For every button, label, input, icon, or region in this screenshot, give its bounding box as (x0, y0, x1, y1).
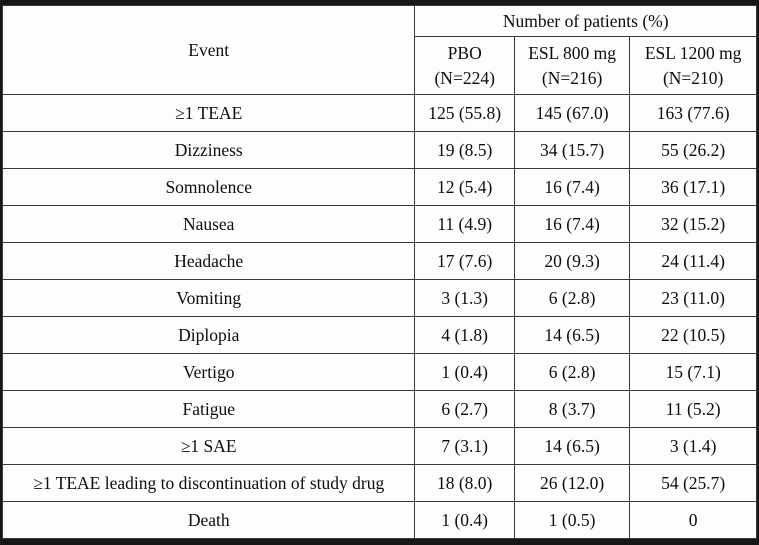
arm-n: (N=210) (662, 67, 724, 88)
event-column-header: Event (1, 5, 416, 95)
table-row: Vomiting 3 (1.3) 6 (2.8) 23 (11.0) (1, 279, 757, 317)
value-cell-esl1200: 3 (1.4) (629, 427, 757, 465)
table-row: Somnolence 12 (5.4) 16 (7.4) 36 (17.1) (1, 168, 757, 206)
value-cell-pbo: 19 (8.5) (414, 131, 515, 169)
arm-name: ESL 1200 mg (644, 42, 742, 63)
value-cell-esl800: 16 (7.4) (513, 205, 631, 243)
value-cell-esl1200: 23 (11.0) (629, 279, 757, 317)
table-row: Diplopia 4 (1.8) 14 (6.5) 22 (10.5) (1, 316, 757, 354)
event-cell: Nausea (1, 205, 416, 243)
event-cell: Death (1, 501, 416, 539)
value-cell-esl1200: 15 (7.1) (629, 353, 757, 391)
value-cell-esl1200: 32 (15.2) (629, 205, 757, 243)
value-cell-esl800: 1 (0.5) (513, 501, 631, 539)
table-row: Dizziness 19 (8.5) 34 (15.7) 55 (26.2) (1, 131, 757, 169)
arm-n: (N=224) (434, 67, 495, 88)
value-cell-pbo: 1 (0.4) (414, 353, 515, 391)
event-cell: Somnolence (1, 168, 416, 206)
value-cell-esl1200: 163 (77.6) (629, 94, 757, 132)
table-row: Headache 17 (7.6) 20 (9.3) 24 (11.4) (1, 242, 757, 280)
value-cell-pbo: 125 (55.8) (414, 94, 515, 132)
value-cell-esl800: 14 (6.5) (513, 427, 631, 465)
value-cell-esl800: 145 (67.0) (513, 94, 631, 132)
column-header-esl1200: ESL 1200 mg (N=210) (629, 36, 757, 95)
event-cell: Dizziness (1, 131, 416, 169)
value-cell-esl800: 26 (12.0) (513, 464, 631, 502)
column-header-pbo: PBO (N=224) (414, 36, 515, 95)
value-cell-pbo: 12 (5.4) (414, 168, 515, 206)
value-cell-esl1200: 36 (17.1) (629, 168, 757, 206)
value-cell-esl1200: 54 (25.7) (629, 464, 757, 502)
value-cell-esl1200: 11 (5.2) (629, 390, 757, 428)
value-cell-esl1200: 55 (26.2) (629, 131, 757, 169)
value-cell-pbo: 6 (2.7) (414, 390, 515, 428)
value-cell-pbo: 17 (7.6) (414, 242, 515, 280)
arm-name: PBO (447, 42, 482, 63)
value-cell-esl800: 8 (3.7) (513, 390, 631, 428)
header-row-group: Event Number of patients (%) (1, 5, 757, 95)
value-cell-esl1200: 24 (11.4) (629, 242, 757, 280)
column-header-esl800: ESL 800 mg (N=216) (513, 36, 631, 95)
value-cell-esl1200: 0 (629, 501, 757, 539)
header-row-arms: PBO (N=224) ESL 800 mg (N=216) ESL 1200 … (3, 36, 757, 95)
event-cell: ≥1 SAE (1, 427, 416, 465)
value-cell-pbo: 4 (1.8) (414, 316, 515, 354)
value-cell-pbo: 3 (1.3) (414, 279, 515, 317)
table-row: ≥1 TEAE 125 (55.8) 145 (67.0) 163 (77.6) (1, 94, 757, 132)
event-cell: Vomiting (1, 279, 416, 317)
event-cell: ≥1 TEAE leading to discontinuation of st… (1, 464, 416, 502)
value-cell-esl800: 16 (7.4) (513, 168, 631, 206)
value-cell-esl800: 6 (2.8) (513, 279, 631, 317)
arm-name: ESL 800 mg (528, 42, 617, 63)
event-cell: Fatigue (1, 390, 416, 428)
value-cell-esl800: 34 (15.7) (513, 131, 631, 169)
table-row: Fatigue 6 (2.7) 8 (3.7) 11 (5.2) (1, 390, 757, 428)
arm-n: (N=216) (541, 67, 603, 88)
value-cell-esl1200: 22 (10.5) (629, 316, 757, 354)
event-cell: Diplopia (1, 316, 416, 354)
value-cell-pbo: 7 (3.1) (414, 427, 515, 465)
value-cell-pbo: 1 (0.4) (414, 501, 515, 539)
value-cell-esl800: 14 (6.5) (513, 316, 631, 354)
value-cell-esl800: 20 (9.3) (513, 242, 631, 280)
footer-spacer (2, 538, 757, 539)
value-cell-pbo: 11 (4.9) (414, 205, 515, 243)
table-row: Vertigo 1 (0.4) 6 (2.8) 15 (7.1) (1, 353, 757, 391)
event-cell: Vertigo (1, 353, 416, 391)
table-row: ≥1 SAE 7 (3.1) 14 (6.5) 3 (1.4) (1, 427, 757, 465)
event-cell: ≥1 TEAE (1, 94, 416, 132)
footer-spacer-row (2, 538, 757, 539)
value-cell-esl800: 6 (2.8) (513, 353, 631, 391)
adverse-events-table: Event Number of patients (%) PBO (N=224)… (1, 5, 757, 539)
table-row: Death 1 (0.4) 1 (0.5) 0 (1, 501, 757, 539)
event-cell: Headache (1, 242, 416, 280)
table-row: Nausea 11 (4.9) 16 (7.4) 32 (15.2) (1, 205, 757, 243)
group-header: Number of patients (%) (414, 5, 757, 37)
table-row: ≥1 TEAE leading to discontinuation of st… (1, 464, 757, 502)
value-cell-pbo: 18 (8.0) (414, 464, 515, 502)
